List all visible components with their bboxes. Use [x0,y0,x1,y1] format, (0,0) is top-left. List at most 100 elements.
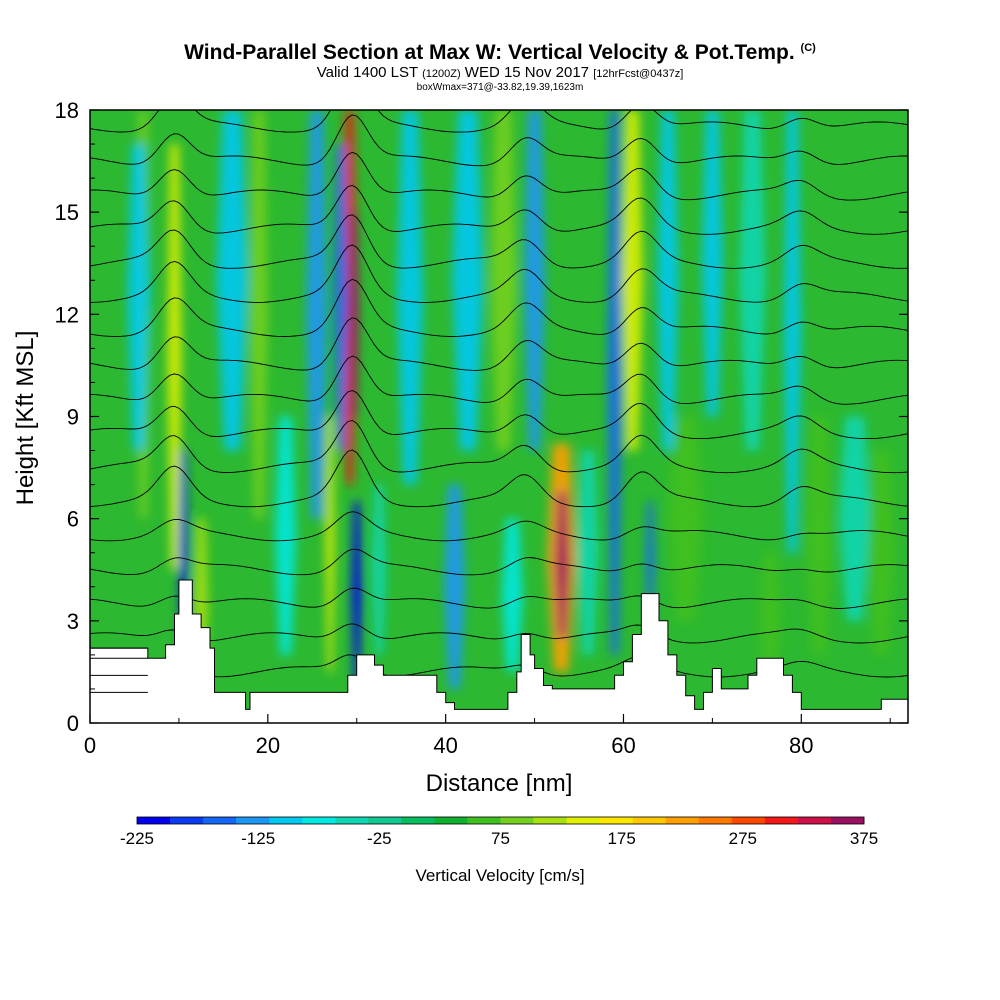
colorbar-swatch-1 [170,817,204,824]
velocity-band-26 [645,501,655,621]
colorbar [136,816,865,825]
colorbar-swatch-11 [500,817,535,824]
x-axis-label: Distance [nm] [426,770,573,797]
velocity-band-23 [577,450,599,655]
velocity-band-24 [607,110,622,655]
colorbar-swatch-2 [203,817,237,824]
isentrope-11 [90,244,908,303]
colorbar-swatch-6 [335,817,369,824]
colorbar-swatch-14 [599,817,634,824]
colorbar-swatch-16 [665,817,700,824]
velocity-band-30 [739,110,766,451]
velocity-band-1 [127,144,151,451]
y-tick-label-5: 15 [55,200,79,225]
boxwmax-note: boxWmax=371@-33.82,19.39,1623m [416,82,584,93]
colorbar-swatch-9 [434,817,468,824]
isentrope-14 [90,151,908,201]
y-tick-label-2: 6 [67,507,79,532]
y-tick-label-4: 12 [55,302,79,327]
copyright-mark: (C) [800,42,816,54]
colorbar-swatch-8 [401,817,435,824]
colorbar-tick-label-2: -25 [367,829,392,848]
colorbar-swatch-17 [698,817,733,824]
isentrope-10 [90,278,908,337]
chart-header: Wind-Parallel Section at Max W: Vertical… [0,36,1000,94]
colorbar-tick-label-1: -125 [241,829,275,848]
velocity-band-9 [325,416,335,672]
x-tick-label-3: 60 [611,733,635,758]
velocity-band-25 [621,110,644,451]
velocity-band-33 [805,416,833,655]
colorbar-tick-label-0: -225 [120,829,154,848]
colorbar-tick-label-4: 175 [607,829,635,848]
colorbar-ticks: -225 -125 -25 75 175 275 375 [120,829,878,848]
velocity-band-15 [396,110,424,485]
velocity-band-8 [306,110,328,519]
isentrope-12 [90,214,908,269]
colorbar-swatch-19 [764,817,799,824]
velocity-band-11 [349,212,359,417]
x-tick-label-4: 80 [789,733,813,758]
x-tick-label-0: 0 [84,733,96,758]
velocity-band-17 [451,110,484,451]
velocity-band-32 [783,110,802,553]
isentrope-9 [90,317,908,371]
x-tick-label-1: 20 [256,733,280,758]
colorbar-swatch-15 [632,817,667,824]
isentropes [90,110,908,678]
velocity-band-16 [443,484,466,689]
colorbar-label: Vertical Velocity [cm/s] [415,866,584,885]
y-tick-label-6: 18 [55,98,79,123]
terrain [90,579,908,723]
velocity-band-2 [167,144,182,570]
isentrope-2 [90,587,908,609]
colorbar-swatch-7 [368,817,402,824]
isentrope-7 [90,390,908,440]
isentrope-16 [90,110,908,133]
colorbar-swatch-3 [236,817,270,824]
colorbar-swatch-0 [137,817,171,824]
velocity-band-6 [250,110,268,519]
velocity-band-29 [701,110,724,417]
y-tick-label-0: 0 [67,711,79,736]
isentrope-15 [90,114,908,167]
velocity-band-13 [351,501,363,683]
chart-title: Wind-Parallel Section at Max W: Vertical… [184,41,816,64]
colorbar-frame [136,816,865,825]
x-tick-label-2: 40 [433,733,457,758]
y-tick-label-1: 3 [67,609,79,634]
isentrope-1 [90,623,908,644]
isentrope-4 [90,511,908,542]
y-tick-label-3: 9 [67,405,79,430]
colorbar-swatch-10 [467,817,501,824]
velocity-band-14 [371,484,387,655]
isentrope-13 [90,184,908,235]
isentrope-3 [90,548,908,576]
colorbar-tick-label-6: 375 [850,829,878,848]
terrain-contours [90,647,148,693]
valid-time: Valid 1400 LST (1200Z) WED 15 Nov 2017 [… [316,64,684,81]
colorbar-tick-label-5: 275 [729,829,757,848]
velocity-band-31 [759,552,781,689]
plot-field [90,110,908,723]
velocity-band-7 [274,416,297,655]
y-axis-label: Height [Kft MSL] [12,331,39,506]
velocity-band-20 [523,110,546,451]
colorbar-swatch-12 [533,817,568,824]
colorbar-swatch-4 [269,817,303,824]
colorbar-swatch-13 [566,817,601,824]
colorbar-swatch-21 [830,817,865,824]
velocity-band-5 [216,110,249,451]
y-axis: 0 3 6 9 12 15 18 [55,98,908,736]
colorbar-tick-label-3: 75 [491,829,510,848]
velocity-band-12 [333,144,348,451]
colorbar-swatch-5 [302,817,336,824]
isentrope-8 [90,355,908,405]
isentrope-6 [90,420,908,474]
x-axis: 0 20 40 60 80 [84,714,891,758]
velocity-band-27 [657,110,679,451]
velocity-band-19 [501,518,524,672]
colorbar-swatch-18 [731,817,766,824]
velocity-bands [127,110,895,689]
